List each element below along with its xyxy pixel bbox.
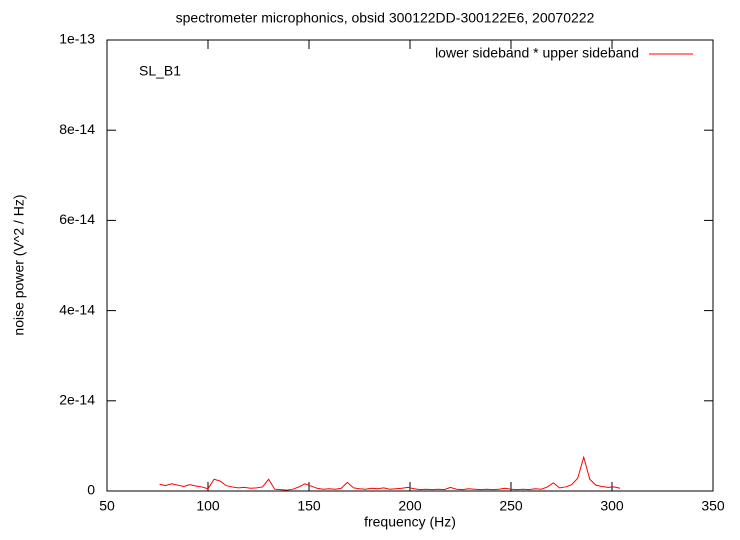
y-tick-label: 6e-14 <box>59 211 95 227</box>
x-tick-label: 50 <box>99 498 115 514</box>
x-tick-label: 350 <box>701 498 725 514</box>
data-line <box>159 455 621 491</box>
x-tick-label: 250 <box>499 498 523 514</box>
annotation: SL_B1 <box>139 63 181 79</box>
x-axis-label: frequency (Hz) <box>364 514 456 530</box>
x-tick-label: 150 <box>297 498 321 514</box>
y-tick-label: 0 <box>87 482 95 498</box>
x-tick-label: 100 <box>196 498 220 514</box>
y-tick-label: 8e-14 <box>59 121 95 137</box>
y-axis-label: noise power (V^2 / Hz) <box>11 194 27 335</box>
y-tick-label: 4e-14 <box>59 301 95 317</box>
y-tick-label: 2e-14 <box>59 392 95 408</box>
x-tick-label: 300 <box>600 498 624 514</box>
chart-title: spectrometer microphonics, obsid 300122D… <box>176 10 595 26</box>
y-tick-label: 1e-13 <box>59 31 95 47</box>
x-tick-label: 200 <box>398 498 422 514</box>
plot-border <box>106 39 714 492</box>
legend-label: lower sideband * upper sideband <box>435 45 639 61</box>
